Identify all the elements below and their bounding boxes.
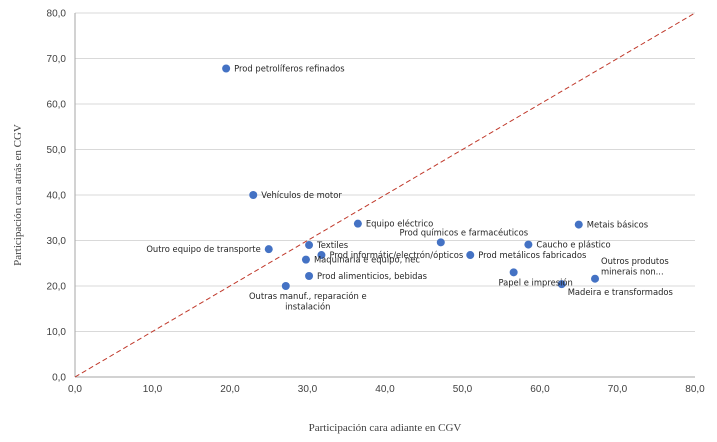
point-labels: Prod petrolíferos refinados Vehículos de …	[146, 64, 673, 312]
y-tick-label: 80,0	[47, 9, 67, 20]
axes	[74, 13, 695, 378]
point-label: Outros produtos	[601, 256, 669, 266]
point-label: Prod químicos e farmacéuticos	[399, 227, 528, 237]
point-label: Equipo eléctrico	[366, 219, 433, 229]
point-label: Metais básicos	[587, 220, 648, 230]
point-label: Textiles	[316, 240, 348, 250]
point-label: Prod petrolíferos refinados	[234, 64, 345, 74]
x-tick-label: 60,0	[530, 384, 550, 395]
data-point	[574, 220, 583, 229]
y-tick-labels: 0,0 10,0 20,0 30,0 40,0 50,0 60,0 70,0 80,0	[47, 9, 67, 384]
data-point	[305, 241, 314, 250]
point-label: Prod metálicos fabricados	[478, 250, 586, 260]
x-tick-label: 80,0	[685, 384, 705, 395]
y-tick-label: 60,0	[47, 100, 67, 111]
y-tick-label: 40,0	[47, 191, 67, 202]
x-tick-label: 30,0	[298, 384, 318, 395]
y-tick-label: 20,0	[47, 282, 67, 293]
data-point	[222, 64, 231, 73]
point-label: Maquinaria e equipo, nec	[314, 255, 420, 265]
point-label: Vehículos de motor	[261, 190, 342, 200]
data-points	[222, 64, 600, 290]
data-point	[436, 238, 445, 247]
point-label: instalación	[285, 302, 330, 312]
data-point	[353, 219, 362, 228]
x-tick-label: 10,0	[143, 384, 163, 395]
x-tick-label: 20,0	[220, 384, 240, 395]
data-point	[591, 274, 600, 283]
point-label: Papel e impresión	[498, 277, 572, 287]
point-label: Caucho e plástico	[536, 240, 610, 250]
x-tick-label: 70,0	[608, 384, 628, 395]
data-point	[281, 282, 290, 290]
y-axis-title: Participación cara atrás en CGV	[12, 124, 24, 266]
point-label: Outras manuf., reparación e	[249, 291, 367, 301]
data-point	[509, 268, 518, 277]
y-tick-label: 10,0	[47, 327, 67, 338]
gridlines	[75, 12, 695, 332]
data-point	[557, 280, 566, 289]
x-axis-title: Participación cara adiante en CGV	[309, 422, 462, 434]
data-point	[264, 245, 273, 254]
y-tick-label: 70,0	[47, 54, 67, 65]
data-point	[305, 271, 314, 280]
x-tick-label: 50,0	[453, 384, 473, 395]
y-tick-label: 30,0	[47, 236, 67, 247]
data-point	[524, 240, 533, 249]
point-label: Outro equipo de transporte	[146, 244, 260, 254]
y-tick-label: 50,0	[47, 145, 67, 156]
point-label: Prod informátic/electrón/ópticos	[329, 250, 463, 260]
data-point	[249, 191, 258, 199]
data-point	[466, 251, 475, 260]
point-label: minerais non...	[601, 267, 664, 277]
x-tick-labels: 0,0 10,0 20,0 30,0 40,0 50,0 60,0 70,0 80,0	[68, 384, 705, 395]
x-tick-label: 0,0	[68, 384, 82, 395]
x-tick-label: 40,0	[375, 384, 395, 395]
point-label: Madeira e transformados	[568, 287, 673, 297]
data-point	[301, 255, 310, 264]
data-point	[317, 251, 326, 260]
y-tick-label: 0,0	[52, 373, 66, 384]
point-label: Prod alimenticios, bebidas	[317, 271, 427, 281]
